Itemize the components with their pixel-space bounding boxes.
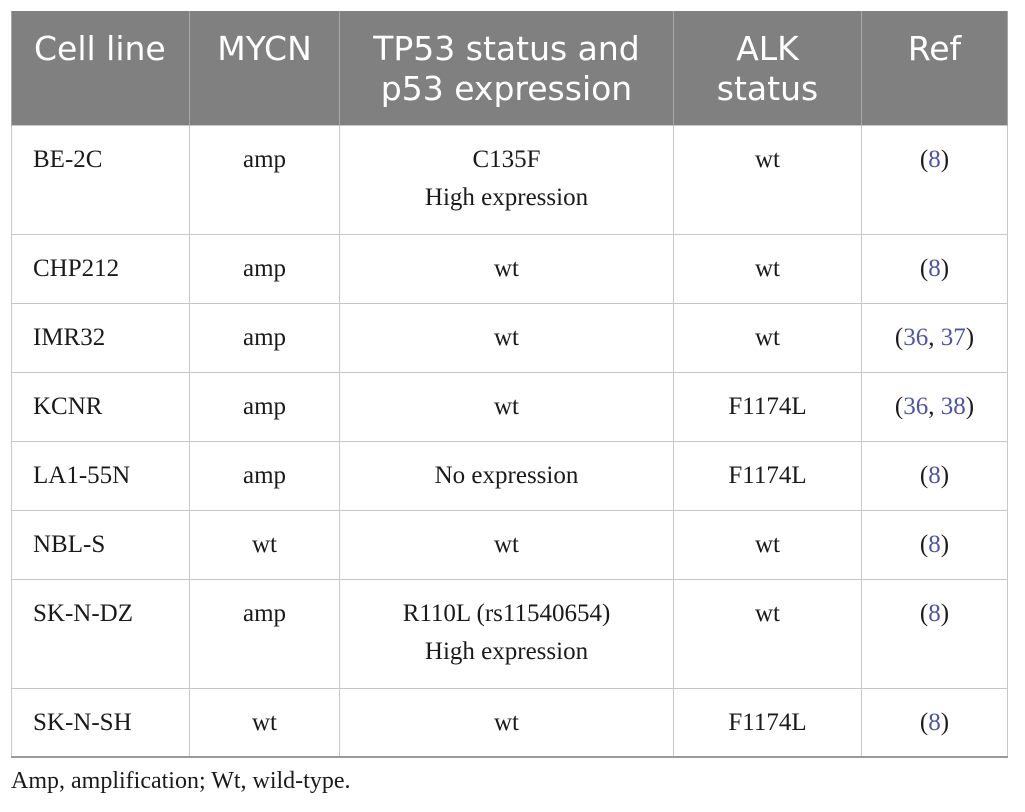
alk-value: wt [673,578,862,689]
table-row: LA1-55N amp No expression F1174L (8) [11,440,1008,511]
cell-line-name: SK-N-DZ [11,578,190,689]
cell-line-name: BE-2C [11,124,190,235]
ref-value: (36, 38) [861,371,1008,442]
ref-value: (8) [861,578,1008,689]
ref-link[interactable]: 36 [903,323,929,351]
header-cell-line: Cell line [11,11,190,125]
ref-link[interactable]: 36 [903,392,929,420]
cell-line-name: NBL-S [11,509,190,580]
alk-value: F1174L [673,440,862,511]
alk-value: wt [673,233,862,304]
tp53-value: R110L (rs11540654) High expression [339,578,674,689]
table-footnote: Amp, amplification; Wt, wild-type. [11,768,351,794]
header-mycn: MYCN [189,11,340,125]
table-row: BE-2C amp C135F High expression wt (8) [11,124,1008,235]
mycn-value: amp [189,371,340,442]
ref-link[interactable]: 8 [928,708,941,736]
table-row: IMR32 amp wt wt (36, 37) [11,302,1008,373]
cell-line-name: CHP212 [11,233,190,304]
table-row: NBL-S wt wt wt (8) [11,509,1008,580]
mycn-value: amp [189,124,340,235]
tp53-value: No expression [339,440,674,511]
ref-link[interactable]: 38 [940,392,966,420]
cell-line-name: IMR32 [11,302,190,373]
ref-link[interactable]: 8 [928,599,941,627]
ref-link[interactable]: 8 [928,254,941,282]
alk-value: wt [673,509,862,580]
mycn-value: amp [189,578,340,689]
mycn-value: wt [189,687,340,758]
ref-value: (8) [861,509,1008,580]
cell-line-name: KCNR [11,371,190,442]
ref-value: (8) [861,687,1008,758]
table-row: CHP212 amp wt wt (8) [11,233,1008,304]
mycn-value: amp [189,302,340,373]
tp53-value: wt [339,371,674,442]
tp53-value: wt [339,233,674,304]
ref-value: (36, 37) [861,302,1008,373]
cell-line-name: SK-N-SH [11,687,190,758]
tp53-value: wt [339,509,674,580]
ref-value: (8) [861,440,1008,511]
table-header-row: Cell line MYCN TP53 status and p53 expre… [11,11,1008,125]
alk-value: wt [673,302,862,373]
alk-value: F1174L [673,687,862,758]
ref-value: (8) [861,233,1008,304]
mycn-value: wt [189,509,340,580]
ref-value: (8) [861,124,1008,235]
tp53-value: wt [339,302,674,373]
table-row: KCNR amp wt F1174L (36, 38) [11,371,1008,442]
tp53-value: C135F High expression [339,124,674,235]
header-tp53: TP53 status and p53 expression [339,11,674,125]
tp53-value: wt [339,687,674,758]
mycn-value: amp [189,233,340,304]
cell-line-table: Cell line MYCN TP53 status and p53 expre… [11,11,1008,758]
table-row: SK-N-SH wt wt F1174L (8) [11,687,1008,758]
alk-value: F1174L [673,371,862,442]
ref-link[interactable]: 8 [928,530,941,558]
ref-link[interactable]: 8 [928,145,941,173]
table-row: SK-N-DZ amp R110L (rs11540654) High expr… [11,578,1008,689]
alk-value: wt [673,124,862,235]
header-ref: Ref [861,11,1008,125]
cell-line-name: LA1-55N [11,440,190,511]
mycn-value: amp [189,440,340,511]
ref-link[interactable]: 37 [940,323,966,351]
ref-link[interactable]: 8 [928,461,941,489]
header-alk: ALK status [673,11,862,125]
